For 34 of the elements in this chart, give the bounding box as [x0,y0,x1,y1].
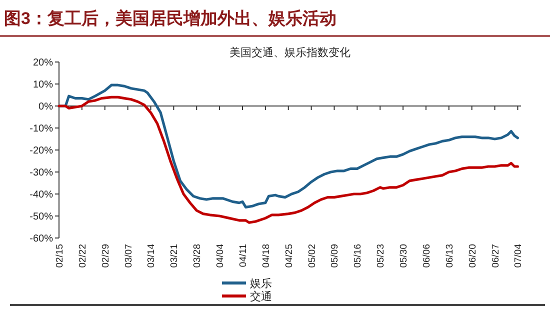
x-tick-label: 06/27 [490,244,502,268]
y-tick-label: 20% [32,58,54,68]
y-tick-label: -10% [30,124,54,134]
x-tick-label: 07/04 [513,244,524,268]
x-tick-label: 06/13 [444,244,456,268]
y-tick-label: 10% [32,80,54,90]
x-tick-label: 04/18 [260,244,272,268]
x-tick-label: 04/25 [284,244,295,268]
y-tick-label: -40% [30,190,54,200]
x-tick-label: 06/20 [467,244,478,268]
x-tick-label: 02/15 [54,244,66,268]
x-tick-label: 03/07 [123,244,134,268]
x-tick-label: 06/06 [421,244,432,268]
x-tick-label: 03/14 [146,244,158,268]
x-tick-label: 05/02 [306,244,318,268]
x-tick-label: 02/29 [100,244,112,268]
legend-label: 交通 [250,290,272,303]
x-tick-label: 05/23 [376,244,387,268]
x-tick-label: 03/21 [169,244,180,268]
y-tick-label: -60% [30,234,54,244]
x-tick-label: 05/16 [352,244,364,268]
x-tick-label: 02/22 [77,244,88,268]
x-tick-label: 05/09 [330,244,341,268]
y-tick-label: 0% [38,102,54,112]
x-tick-label: 04/11 [238,244,249,268]
x-tick-label: 05/30 [398,244,410,268]
chart-subtitle: 美国交通、娱乐指数变化 [230,46,350,59]
y-tick-label: -30% [30,168,54,178]
x-tick-label: 04/04 [215,244,226,268]
legend-label: 娱乐 [250,277,272,290]
y-tick-label: -50% [30,212,54,222]
chart-title: 图3：复工后，美国居民增加外出、娱乐活动 [4,9,336,28]
y-tick-label: -20% [30,146,54,156]
x-tick-label: 03/28 [192,244,204,268]
